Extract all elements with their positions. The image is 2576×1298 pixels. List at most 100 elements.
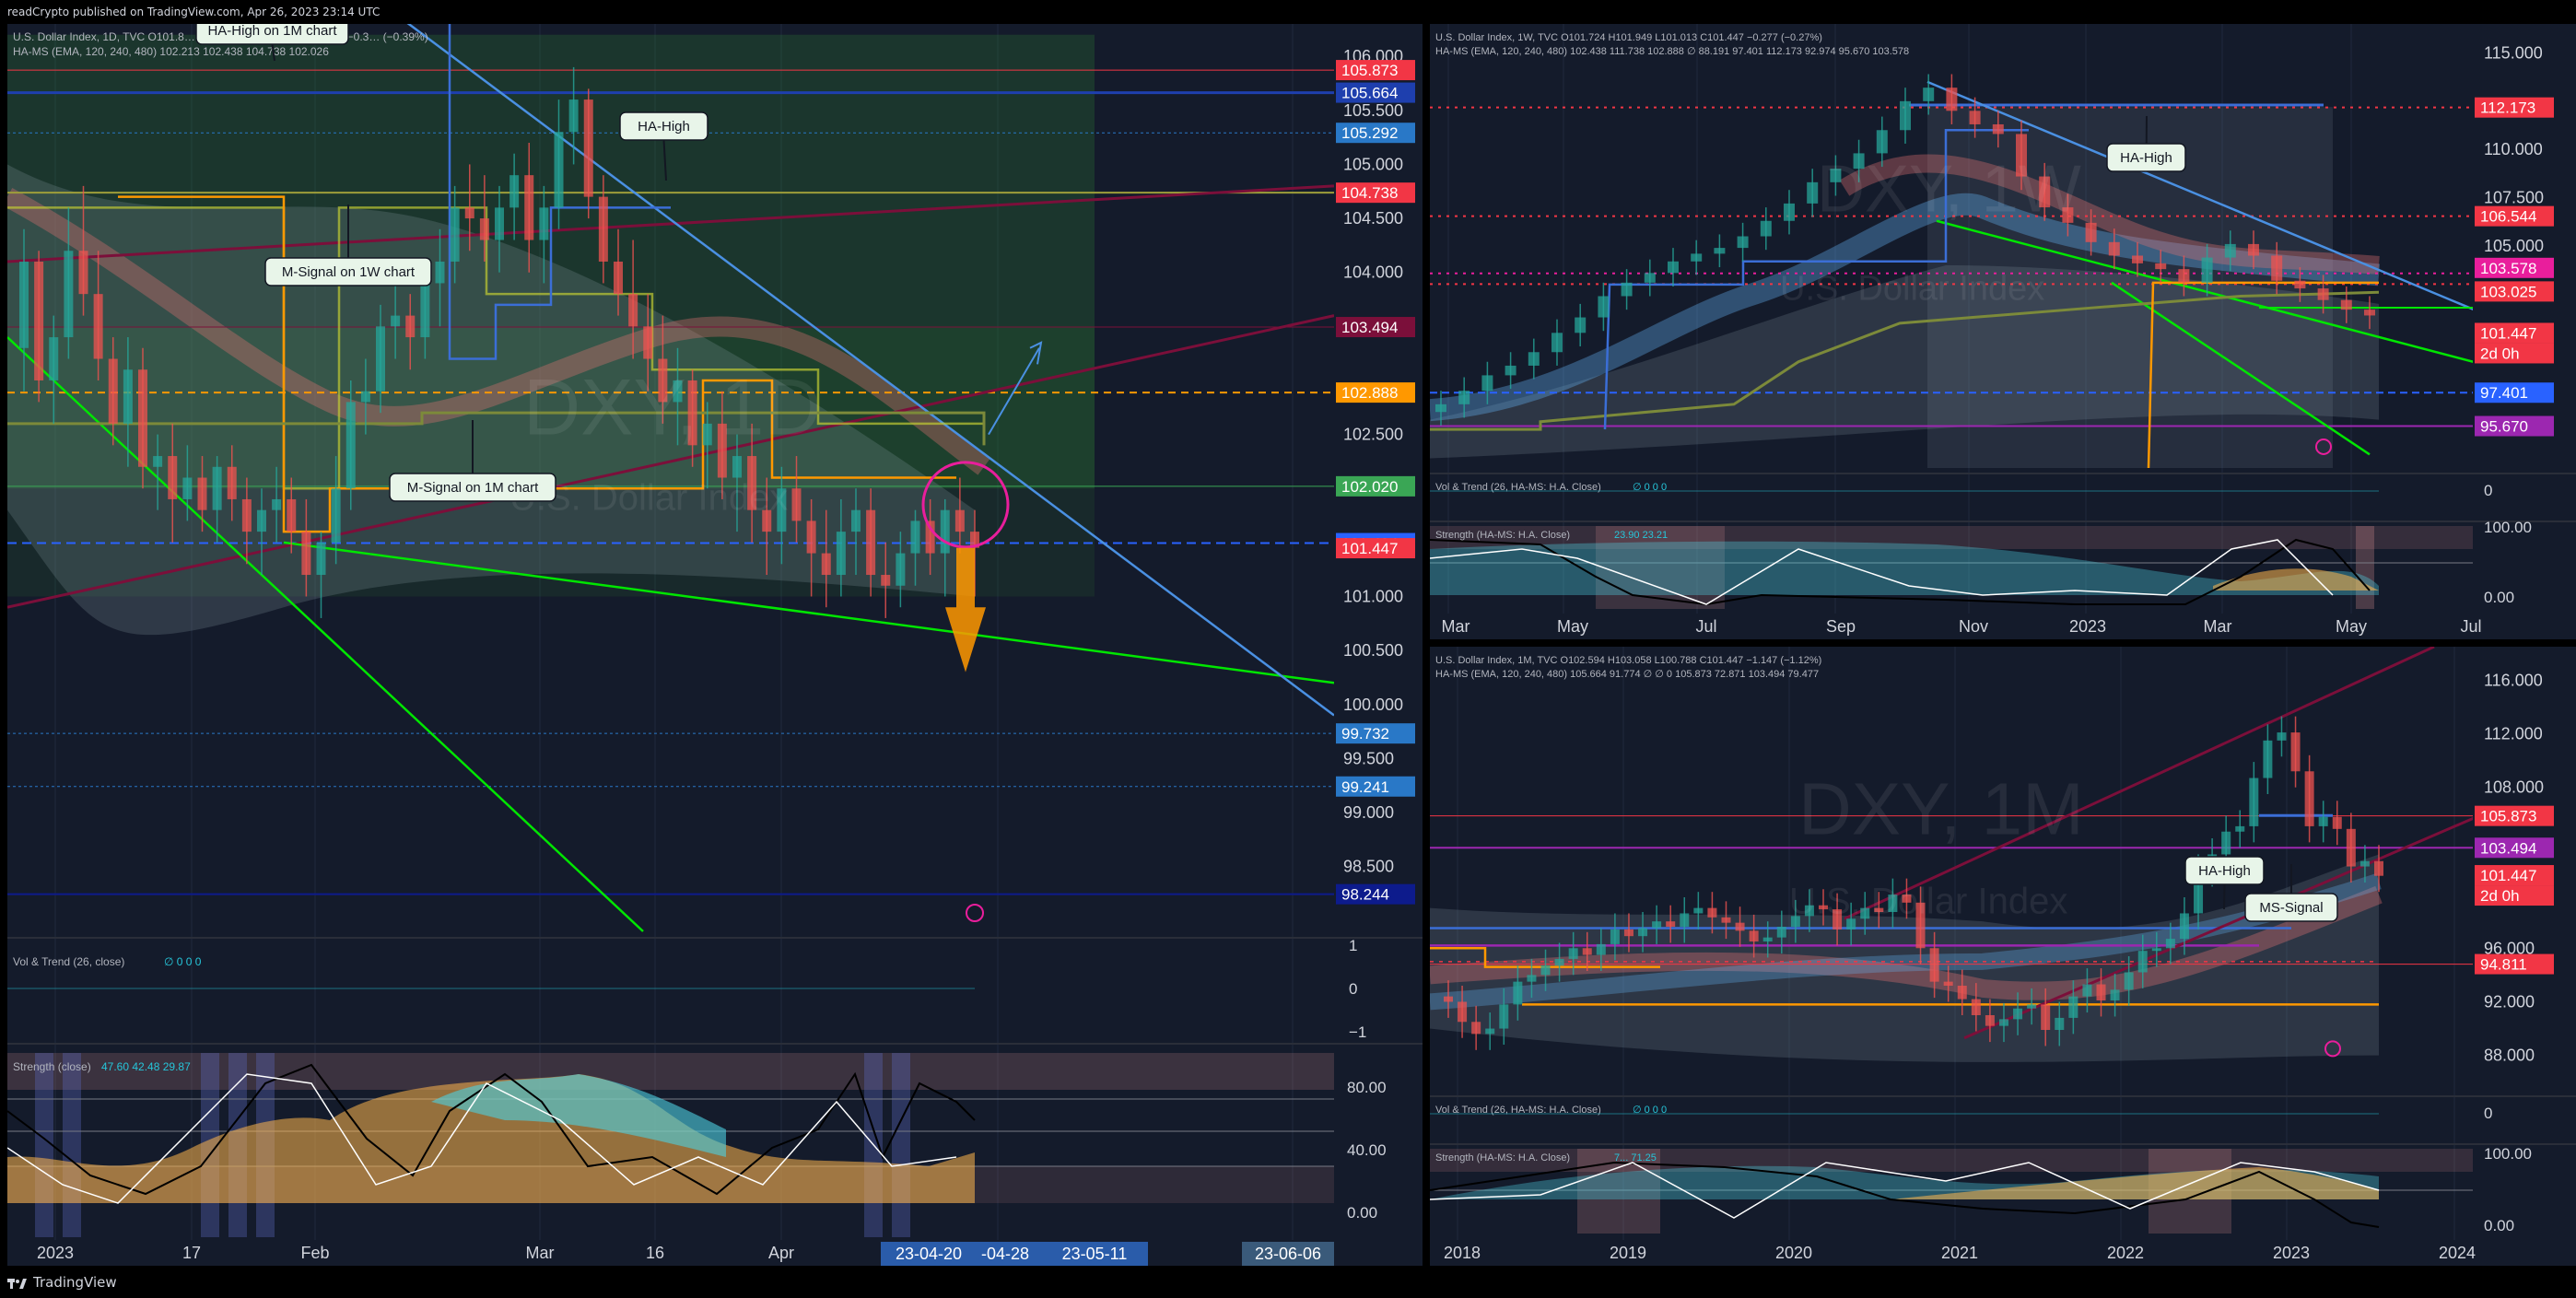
monthly-candle-34	[1915, 902, 1926, 949]
daily-callout-ha-high-pointer	[662, 139, 667, 181]
daily-candle-55	[836, 532, 846, 576]
monthly-ytick-1: 112.000	[2484, 725, 2543, 743]
weekly-ind1-values: ∅ 0 0 0	[1633, 482, 1667, 493]
daily-date-label-3: 23-06-06	[1255, 1245, 1321, 1263]
daily-xtick-1: 17	[182, 1244, 201, 1262]
daily-up-arrow-head	[1029, 341, 1043, 365]
daily-candle-29	[450, 207, 460, 262]
monthly-callout-ms-signal-box	[2244, 893, 2338, 922]
monthly-ind2-black-line	[1430, 1161, 2380, 1228]
monthly-candle-24	[1776, 927, 1786, 938]
daily-date-end-bg	[1242, 1242, 1334, 1266]
weekly-candle-29	[2108, 241, 2120, 256]
daily-candle-6	[108, 358, 118, 424]
monthly-price-label-1-bg	[2475, 837, 2554, 859]
weekly-price-label-1-bg	[2475, 205, 2554, 227]
daily-candle-14	[227, 466, 237, 499]
weekly-candle-39	[2340, 299, 2352, 310]
daily-ind1-ytick-0: 0	[1349, 980, 1357, 998]
weekly-price-label-4: 101.447	[2480, 324, 2536, 342]
daily-price-label-3: 104.738	[1341, 184, 1398, 202]
monthly-ind2-ytick-0: 100.00	[2484, 1145, 2532, 1163]
weekly-ind2-vband-2	[2356, 526, 2374, 609]
daily-candle-5	[93, 294, 103, 359]
monthly-candle-23	[1762, 937, 1773, 941]
monthly-chart-panel[interactable]: DXY, 1M U.S. Dollar Index U.S. Dollar Inde…	[1430, 647, 2576, 1266]
tradingview-logo[interactable]: TradingView	[7, 1268, 117, 1298]
monthly-xtick-3: 2021	[1941, 1244, 1978, 1262]
daily-price-label-8-bg	[1336, 538, 1415, 559]
daily-price-label-3-bg	[1336, 182, 1415, 204]
weekly-candle-8	[1621, 282, 1633, 297]
monthly-candle-21	[1735, 922, 1745, 931]
monthly-ytick-5: 88.000	[2484, 1047, 2535, 1065]
weekly-candle-37	[2294, 280, 2306, 289]
weekly-ind2-vband-1	[1596, 526, 1725, 609]
weekly-chart-svg[interactable]: DXY, 1W U.S. Dollar Index U.S. Dollar Inde…	[1430, 24, 2576, 639]
monthly-candle-46	[2082, 984, 2092, 997]
daily-ind1-title: Vol & Trend (26, close)	[13, 955, 124, 968]
monthly-price-label-0-bg	[2475, 805, 2554, 826]
daily-price-label-11-bg	[1336, 883, 1415, 905]
daily-date-label-1: -04-28	[981, 1245, 1029, 1263]
daily-candle-3	[64, 251, 74, 338]
monthly-xtick-1: 2019	[1610, 1244, 1646, 1262]
daily-scale-bg	[1334, 24, 1423, 1240]
monthly-legend-1: U.S. Dollar Index, 1M, TVC O102.594 H103…	[1435, 655, 1821, 666]
daily-price-label-4: 103.494	[1341, 319, 1398, 336]
tradingview-logo-icon	[7, 1278, 27, 1289]
daily-price-label-2-bg	[1336, 123, 1415, 144]
daily-ytick-6: 101.000	[1343, 587, 1403, 605]
monthly-candle-62	[2304, 771, 2314, 826]
weekly-xtick-4: Nov	[1959, 617, 1988, 636]
daily-event-icon	[966, 904, 984, 922]
monthly-candle-38	[1971, 999, 1981, 1015]
daily-ema-band	[7, 187, 990, 475]
daily-price-label-10-bg	[1336, 776, 1415, 797]
monthly-candle-0	[1444, 996, 1453, 1002]
daily-candle-35	[539, 207, 549, 240]
daily-candle-25	[391, 315, 401, 327]
daily-candle-63	[954, 509, 965, 532]
weekly-price-label-2-bg	[2475, 257, 2554, 278]
monthly-price-label-1: 103.494	[2480, 839, 2536, 857]
daily-callout-ha-high-1m-box	[195, 24, 349, 45]
daily-price-label-0-bg	[1336, 60, 1415, 81]
daily-callout-ha-high-box	[619, 111, 708, 141]
daily-candle-23	[360, 391, 370, 403]
weekly-candle-3	[1505, 365, 1516, 376]
daily-price-label-6: 102.020	[1341, 478, 1398, 496]
monthly-callout-ha-high-box	[2184, 856, 2265, 885]
daily-chart-panel[interactable]: DXY, 1D U.S. Dollar Index U.S. Dollar Inde…	[7, 24, 1423, 1266]
monthly-candle-41	[2013, 1008, 2023, 1020]
daily-price-label-2: 105.292	[1341, 124, 1398, 142]
monthly-ind1-title: Vol & Trend (26, HA-MS: H.A. Close)	[1435, 1105, 1601, 1116]
monthly-candle-14	[1638, 928, 1648, 937]
weekly-xtick-5: 2023	[2069, 617, 2106, 636]
weekly-candle-24	[1992, 123, 2004, 134]
weekly-candle-32	[2178, 269, 2190, 283]
monthly-ind2-title: Strength (HA-MS: H.A. Close)	[1435, 1152, 1570, 1164]
monthly-candle-25	[1790, 916, 1800, 927]
daily-candle-10	[168, 456, 178, 499]
monthly-maroon-upper	[1844, 647, 2435, 920]
daily-candle-54	[821, 553, 831, 576]
weekly-candle-11	[1691, 253, 1703, 262]
monthly-chart-svg[interactable]: DXY, 1M U.S. Dollar Index U.S. Dollar Inde…	[1430, 647, 2576, 1266]
monthly-candle-17	[1680, 913, 1690, 927]
daily-price-label-9: 99.732	[1341, 725, 1389, 743]
daily-ind2-ytick-2: 0.00	[1347, 1204, 1377, 1222]
daily-date-label-0: 23-04-20	[896, 1245, 962, 1263]
monthly-candle-12	[1610, 929, 1620, 944]
monthly-candle-65	[2346, 828, 2356, 867]
daily-candle-41	[628, 294, 638, 327]
weekly-chart-panel[interactable]: DXY, 1W U.S. Dollar Index U.S. Dollar Inde…	[1430, 24, 2576, 639]
daily-candle-51	[777, 488, 787, 532]
daily-candle-57	[866, 509, 876, 576]
daily-candle-37	[568, 99, 579, 133]
weekly-ind2-ytick-0: 100.00	[2484, 519, 2532, 536]
monthly-ind2-values: 7... 71.25	[1614, 1152, 1657, 1164]
daily-callout-ha-high-1m: HA-High on 1M chart	[207, 24, 337, 39]
daily-ind2-orange-area	[7, 1074, 975, 1203]
